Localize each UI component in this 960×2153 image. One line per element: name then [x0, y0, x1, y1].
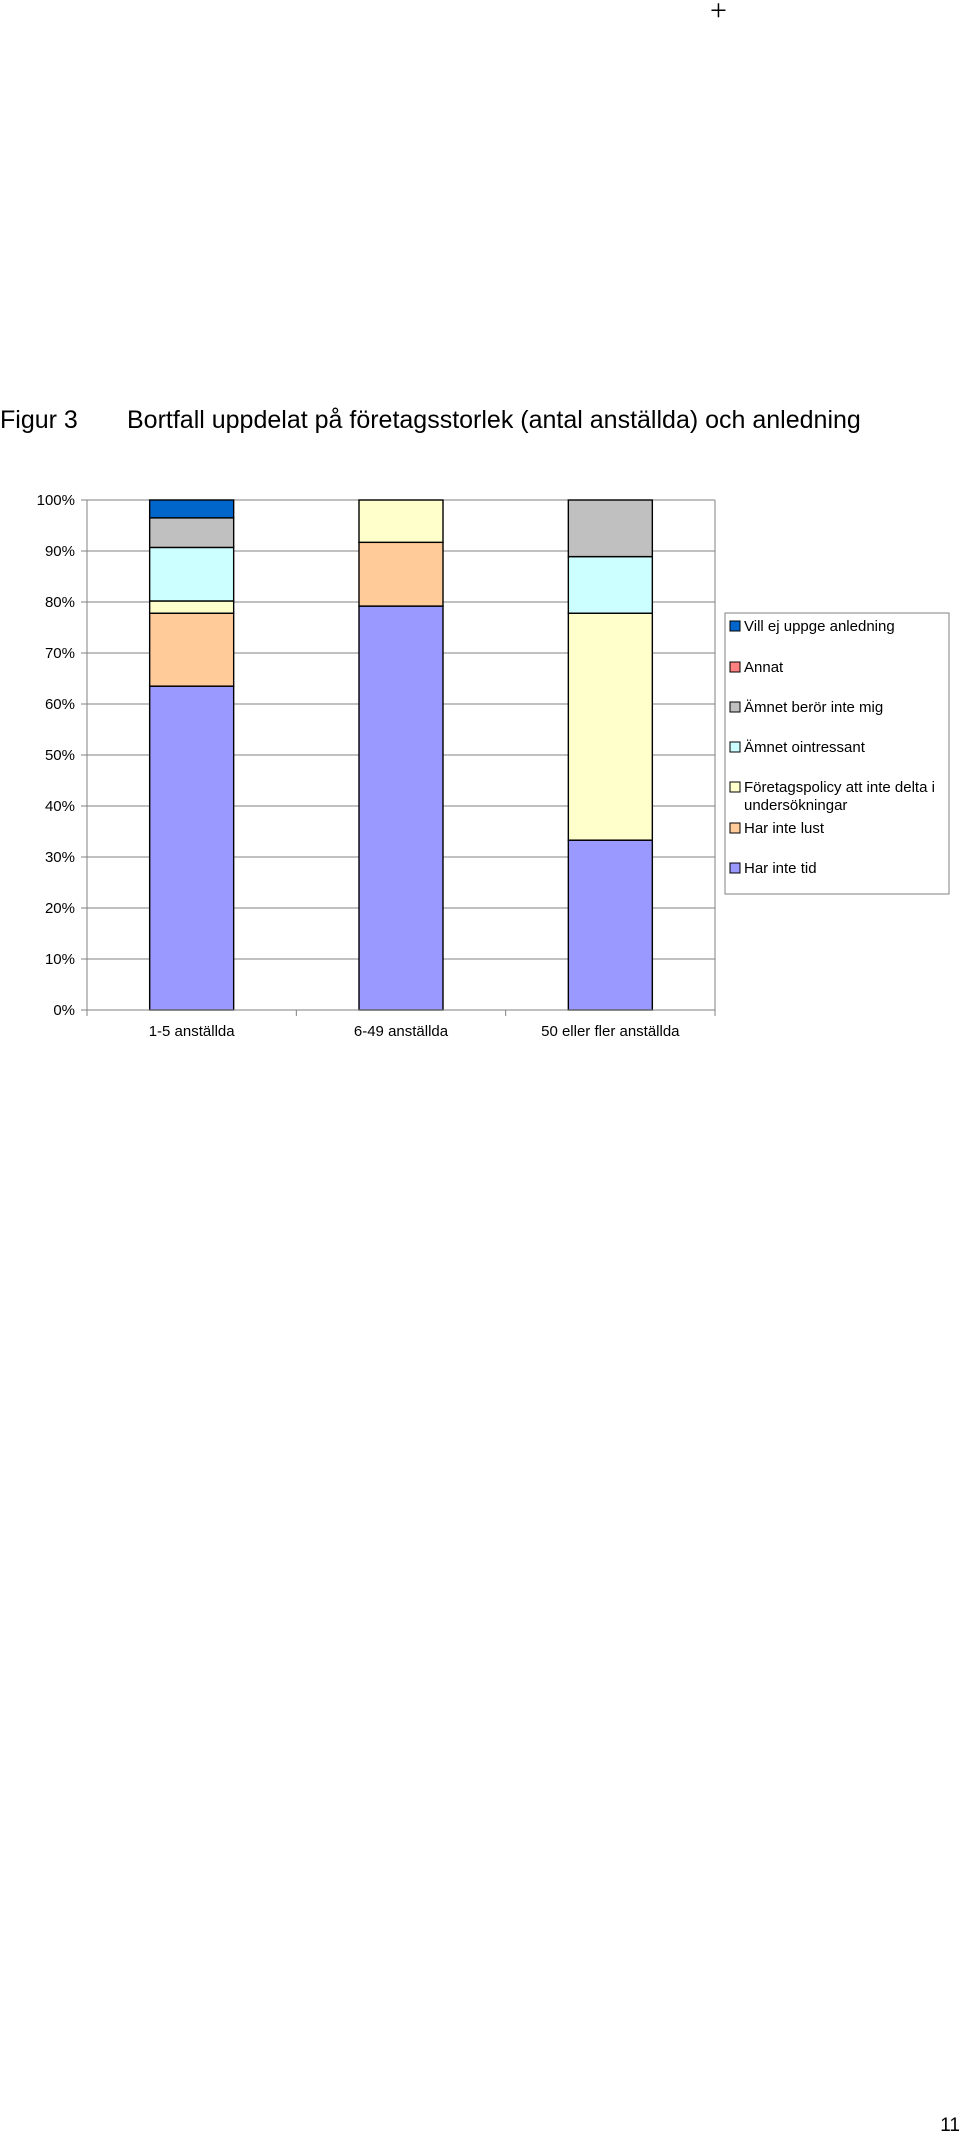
bar-series [148, 499, 654, 1011]
bar-segment [358, 541, 444, 607]
y-tick-label: 50% [45, 747, 75, 764]
y-tick-label: 0% [53, 1002, 75, 1019]
axes: 0% 10% 20% 30% 40% 50% 60% 70% 80% 90% 100% 1-5 ans… [37, 492, 716, 1040]
legend-swatch [729, 822, 741, 834]
bar-segment [148, 546, 235, 602]
legend-swatch [729, 661, 741, 673]
y-tick-label: 80% [45, 594, 75, 611]
legend-box [724, 612, 950, 895]
bar-segment [567, 839, 654, 1011]
bar-segment [148, 517, 235, 549]
bar-segment [567, 555, 654, 614]
corner-plus-mark: + [710, 0, 727, 27]
legend-swatch [729, 781, 741, 793]
legend-label: Vill ej uppge anledning [744, 618, 895, 635]
y-tick-label: 70% [45, 645, 75, 662]
y-tick-label: 90% [45, 543, 75, 560]
legend-label: Företagspolicy att inte delta i [744, 779, 935, 796]
bar-segment [148, 685, 235, 1011]
y-tick-label: 30% [45, 849, 75, 866]
bar-segment [148, 499, 235, 519]
bar-segment [567, 499, 654, 558]
legend-swatch [729, 862, 741, 874]
bar-segment [358, 499, 444, 544]
legend-swatch [729, 620, 741, 632]
page-number: 11 [940, 2115, 960, 2136]
y-tick-label: 20% [45, 900, 75, 917]
bar-segment [148, 600, 235, 614]
y-tick-label: 100% [37, 492, 75, 509]
legend-label: undersökningar [744, 797, 847, 814]
legend: Vill ej uppge anledning Annat Ämnet berör … [724, 612, 950, 895]
figure-title: Bortfall uppdelat på företagsstorlek (an… [127, 406, 861, 434]
legend-label: Har inte lust [744, 820, 825, 837]
x-category-label: 6-49 anställda [354, 1023, 449, 1040]
legend-label: Annat [744, 659, 784, 676]
bar-segment [567, 612, 654, 841]
stacked-bar-chart: 0% 10% 20% 30% 40% 50% 60% 70% 80% 90% 100% 1-5 ans… [37, 492, 950, 1040]
legend-swatch [729, 701, 741, 713]
legend-label: Har inte tid [744, 860, 817, 877]
x-category-label: 1-5 anställda [149, 1023, 236, 1040]
figure-label: Figur 3 [0, 406, 78, 434]
legend-swatch [729, 741, 741, 753]
legend-label: Ämnet berör inte mig [744, 699, 883, 716]
y-tick-label: 40% [45, 798, 75, 815]
y-tick-label: 60% [45, 696, 75, 713]
bar-segment [148, 612, 235, 687]
legend-label: Ämnet ointressant [744, 739, 866, 756]
bar-segment [358, 605, 444, 1011]
x-category-label: 50 eller fler anställda [541, 1023, 680, 1040]
y-tick-label: 10% [45, 951, 75, 968]
